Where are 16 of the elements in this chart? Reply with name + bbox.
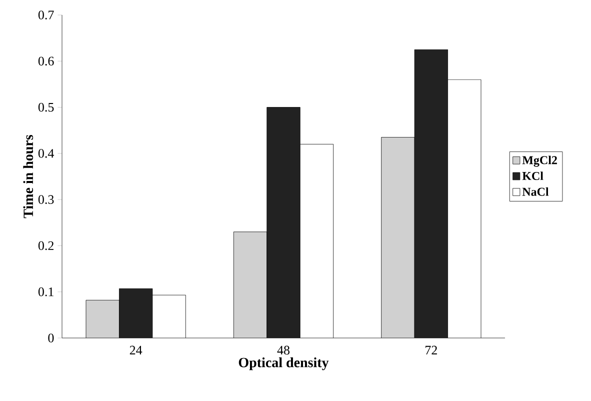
- y-tick-label: 0.6: [38, 56, 54, 66]
- x-tick-label: 72: [426, 346, 437, 354]
- x-axis-title: Optical density: [238, 357, 329, 370]
- x-tick-label: 24: [130, 346, 142, 354]
- x-tick-label: 48: [277, 346, 290, 355]
- y-tick-label: 0.1: [38, 287, 54, 296]
- legend-label: MgCl2: [522, 156, 557, 167]
- legend-label: NaCl: [522, 187, 549, 196]
- y-tick-label: 0.2: [38, 241, 54, 250]
- legend-label: KCl: [522, 172, 544, 180]
- y-tick-label: 0.7: [38, 10, 54, 20]
- y-tick-label: 0.5: [38, 102, 54, 112]
- y-axis-title: Time in hours: [23, 134, 34, 218]
- y-tick-label: 0: [48, 334, 54, 342]
- y-tick-label: 0.3: [38, 195, 54, 204]
- y-tick-label: 0.4: [38, 149, 54, 158]
